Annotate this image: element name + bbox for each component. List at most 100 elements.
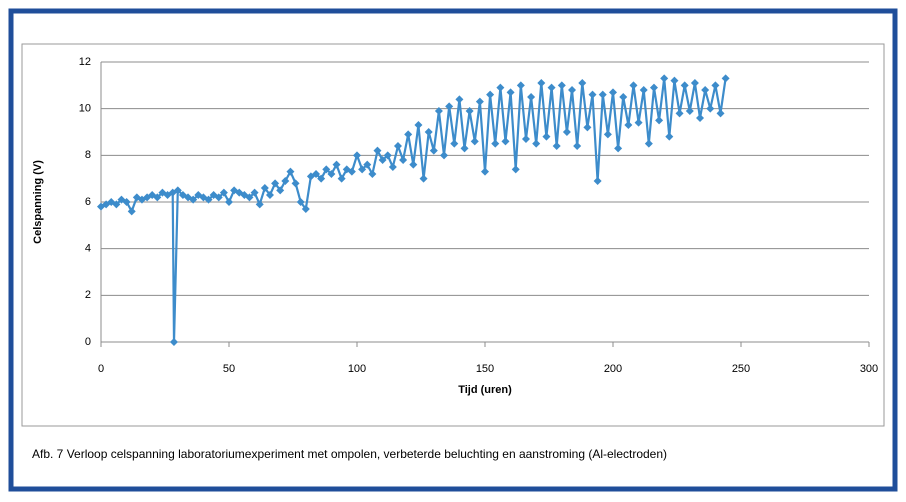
- data-point: [455, 95, 464, 104]
- data-point: [271, 179, 280, 188]
- data-point: [470, 137, 479, 146]
- data-point: [255, 200, 264, 209]
- data-point: [317, 174, 326, 183]
- data-point: [665, 132, 674, 141]
- x-tick-label: 300: [860, 363, 878, 375]
- data-point: [527, 93, 536, 101]
- data-point: [153, 193, 162, 202]
- data-point: [245, 193, 254, 202]
- data-point: [373, 146, 382, 155]
- data-point: [399, 156, 408, 164]
- x-tick-label: 50: [223, 363, 235, 375]
- data-point: [393, 142, 402, 150]
- data-point: [296, 198, 305, 206]
- data-point: [629, 81, 638, 90]
- data-point: [486, 90, 495, 99]
- data-point: [542, 132, 551, 141]
- data-point: [706, 104, 715, 113]
- data-point: [327, 170, 336, 178]
- data-point: [670, 76, 679, 85]
- data-point: [332, 160, 341, 169]
- data-point: [219, 188, 228, 197]
- data-point: [716, 109, 725, 118]
- caption: Afb. 7 Verloop celspanning laboratoriume…: [32, 447, 667, 461]
- data-point: [312, 170, 321, 178]
- data-point: [347, 167, 356, 176]
- data-point: [250, 188, 259, 197]
- y-tick-label: 8: [85, 149, 91, 161]
- data-point: [445, 102, 454, 111]
- x-tick-label: 200: [604, 363, 622, 375]
- y-tick-label: 10: [79, 103, 91, 115]
- data-point: [511, 165, 520, 174]
- data-point: [701, 86, 710, 94]
- data-point: [598, 90, 607, 99]
- y-tick-label: 6: [85, 196, 91, 208]
- chart-area: [21, 43, 885, 427]
- data-point: [696, 114, 705, 122]
- data-point: [127, 207, 136, 216]
- data-point: [260, 184, 269, 192]
- y-tick-label: 12: [79, 56, 91, 68]
- x-tick-label: 100: [348, 363, 366, 375]
- data-point: [353, 151, 361, 160]
- data-point: [281, 177, 290, 185]
- data-point: [711, 81, 720, 90]
- y-axis-label: Celspanning (V): [32, 160, 44, 244]
- data-point: [204, 195, 213, 204]
- data-point: [680, 81, 689, 90]
- data-point: [547, 83, 556, 92]
- x-tick-label: 150: [476, 363, 494, 375]
- data-point: [291, 179, 300, 188]
- data-point: [440, 151, 449, 160]
- data-point: [481, 167, 489, 176]
- x-tick-label: 0: [98, 363, 104, 375]
- data-point: [388, 163, 397, 171]
- data-point: [609, 88, 617, 97]
- data-point: [404, 130, 413, 139]
- data-point: [286, 167, 295, 176]
- data-point: [460, 144, 469, 153]
- data-point: [573, 142, 582, 150]
- x-tick-label: 250: [732, 363, 750, 375]
- data-point: [532, 139, 541, 148]
- data-point: [649, 83, 658, 92]
- data-point: [491, 139, 500, 148]
- data-point: [583, 123, 592, 132]
- data-point: [301, 205, 310, 213]
- data-point: [265, 191, 274, 199]
- data-point: [619, 93, 628, 101]
- x-axis-label: Tijd (uren): [458, 384, 512, 396]
- data-point: [424, 128, 433, 136]
- data-point: [506, 88, 515, 97]
- data-point: [214, 193, 223, 202]
- data-point: [639, 86, 648, 94]
- data-point: [465, 107, 474, 115]
- data-point: [419, 174, 428, 183]
- data-point: [112, 200, 121, 209]
- y-tick-label: 0: [85, 336, 91, 348]
- data-point: [169, 338, 178, 346]
- y-tick-label: 4: [85, 243, 91, 255]
- data-point: [363, 160, 372, 169]
- data-point: [322, 165, 331, 174]
- data-point: [721, 74, 730, 83]
- data-point: [122, 198, 131, 206]
- data-point: [368, 170, 377, 178]
- data-point: [660, 74, 669, 83]
- data-point: [414, 121, 423, 129]
- data-point: [337, 174, 346, 183]
- data-point: [434, 107, 443, 115]
- data-point: [225, 198, 233, 206]
- data-point: [383, 151, 392, 160]
- data-point: [562, 128, 571, 136]
- data-point: [537, 79, 546, 87]
- data-point: [685, 107, 694, 115]
- data-point: [593, 177, 602, 185]
- data-point: [516, 81, 525, 90]
- data-point: [624, 121, 633, 129]
- data-point: [690, 79, 699, 87]
- data-point: [496, 83, 505, 92]
- data-point: [588, 90, 597, 99]
